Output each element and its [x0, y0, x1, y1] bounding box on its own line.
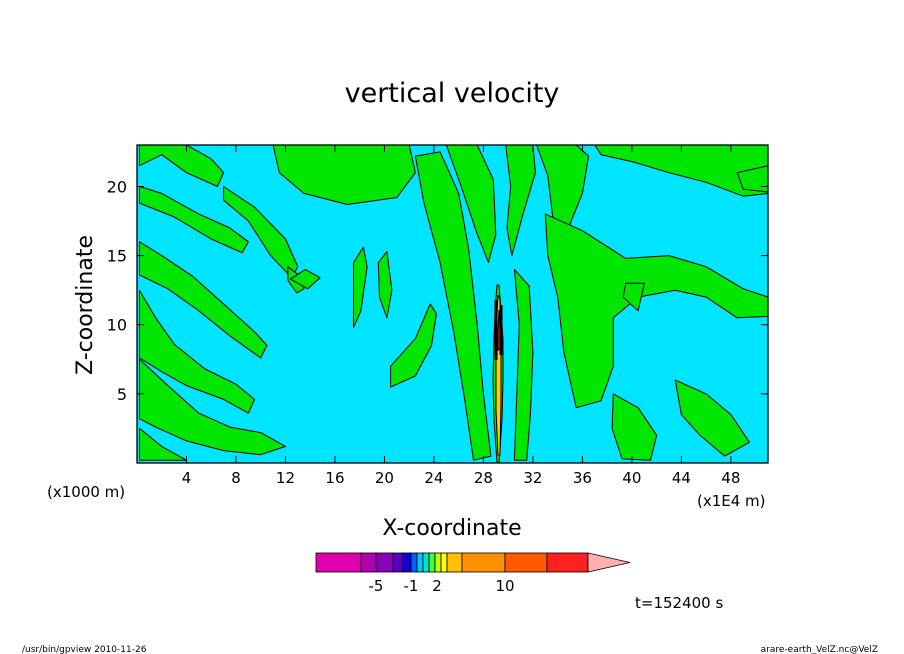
y-axis-ticks: 5 10 15 20 [107, 177, 768, 404]
positive-region-17 [513, 268, 534, 461]
positive-region-3 [139, 241, 268, 359]
updraft-core [492, 284, 504, 464]
x-unit-right: (x1E4 m) [697, 492, 766, 510]
y-axis-label: Z-coordinate [73, 235, 98, 375]
x-tick-label: 24 [424, 469, 443, 487]
positive-region-7 [272, 144, 416, 205]
x-tick-label: 12 [276, 469, 295, 487]
positive-region-18 [390, 303, 437, 388]
positive-region-23 [611, 393, 658, 461]
x-tick-label: 36 [573, 469, 592, 487]
x-tick-label: 8 [231, 469, 241, 487]
positive-region-12 [377, 251, 393, 319]
colorbar-tick-labels: -5 -1 2 10 [369, 577, 515, 595]
x-axis-ticks: 4 8 12 16 20 24 28 32 36 40 44 48 [182, 145, 740, 487]
colorbar-segment [422, 552, 430, 573]
colorbar-segment [392, 552, 404, 573]
plot-area [136, 144, 769, 464]
colorbar-tick-label: 10 [495, 577, 514, 595]
chart-title: vertical velocity [345, 78, 560, 109]
colorbar [315, 552, 631, 573]
colorbar-segment [410, 552, 418, 573]
x-tick-label: 44 [672, 469, 691, 487]
positive-region-22 [674, 379, 750, 457]
colorbar-segment [402, 552, 412, 573]
colorbar-segment [546, 552, 589, 573]
colorbar-segment [315, 552, 362, 573]
y-tick-label: 10 [107, 316, 127, 335]
positive-region-14 [445, 144, 497, 263]
plot-frame [136, 144, 769, 464]
positive-region-5 [139, 358, 286, 456]
x-tick-label: 40 [622, 469, 641, 487]
x-tick-label: 32 [523, 469, 542, 487]
positive-region-11 [353, 246, 368, 328]
footer-right: arare-earth_VelZ.nc@VelZ [761, 645, 878, 654]
x-tick-label: 4 [182, 469, 192, 487]
time-label: t=152400 s [635, 594, 723, 612]
colorbar-tick-label: 2 [432, 577, 442, 595]
positive-region-10 [289, 268, 321, 290]
x-tick-label: 16 [325, 469, 344, 487]
colorbar-segment [461, 552, 506, 573]
colorbar-segment [434, 552, 442, 573]
footer-left: /usr/bin/gpview 2010-11-26 [22, 645, 147, 654]
x-axis-label: X-coordinate [382, 516, 521, 541]
x-unit-left: (x1000 m) [47, 483, 125, 501]
colorbar-tick-label: -1 [404, 577, 419, 595]
y-tick-label: 20 [107, 177, 127, 196]
positive-region-1 [139, 144, 225, 187]
x-tick-label: 28 [474, 469, 493, 487]
colorbar-tick-label: -5 [369, 577, 384, 595]
colorbar-segment [446, 552, 463, 573]
positive-velocity-regions [139, 144, 769, 461]
y-tick-label: 5 [117, 385, 127, 404]
colorbar-segment [504, 552, 548, 573]
positive-region-16 [536, 144, 590, 240]
colorbar-segment [360, 552, 377, 573]
positive-region-21 [622, 282, 645, 312]
x-tick-label: 48 [721, 469, 740, 487]
positive-region-2 [139, 186, 249, 254]
colorbar-segment [416, 552, 424, 573]
colorbar-segment [428, 552, 436, 573]
colorbar-segment [440, 552, 448, 573]
positive-region-20 [544, 213, 769, 409]
x-tick-label: 20 [375, 469, 394, 487]
updraft-dark-band [494, 300, 503, 360]
colorbar-end-arrow [587, 552, 631, 573]
y-tick-label: 15 [107, 247, 127, 266]
colorbar-segment [375, 552, 394, 573]
positive-region-4 [139, 289, 255, 414]
positive-region-13 [414, 151, 492, 461]
